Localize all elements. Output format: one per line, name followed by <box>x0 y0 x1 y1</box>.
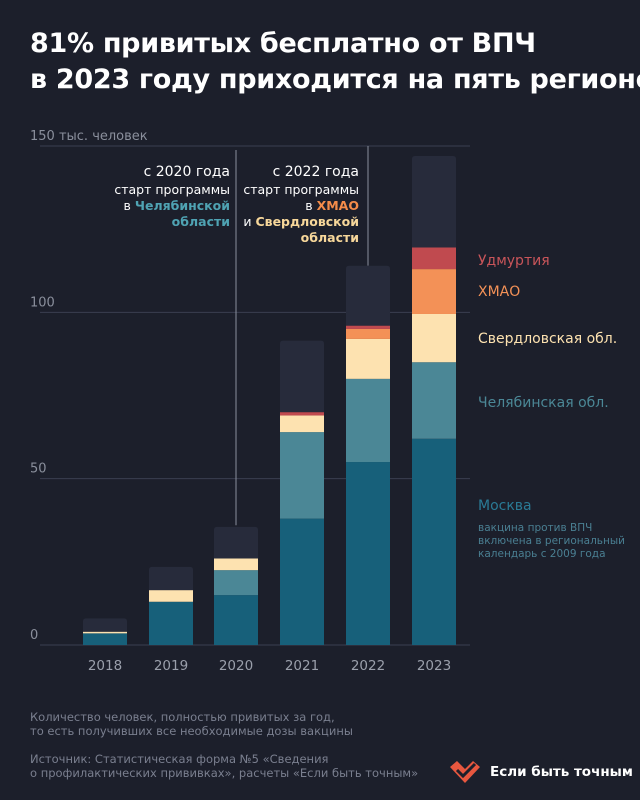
annotation-2020: с 2020 года старт программы в Челябинско… <box>114 163 230 230</box>
bar-2021-series-2 <box>280 415 324 433</box>
bar-2023-series-5 <box>412 155 456 248</box>
bar-2021-series-5 <box>280 340 324 413</box>
bar-2023-series-4 <box>412 247 456 270</box>
annotation-2020-line3: в Челябинской <box>123 198 230 213</box>
bar-2020-series-1 <box>214 570 258 596</box>
annotation-2022-line4: и Свердловской <box>243 214 359 229</box>
bar-2020-series-0 <box>214 595 258 645</box>
source-line-1: Источник: Статистическая форма №5 «Сведе… <box>30 752 329 766</box>
x-tick-label-2021: 2021 <box>285 658 319 674</box>
series-label-sverdlovsk: Свердловская обл. <box>478 331 618 347</box>
bar-2022-series-4 <box>346 325 390 329</box>
bar-2018-series-2 <box>83 631 127 634</box>
footnote-line-2: то есть получивших все необходимые дозы … <box>30 724 353 738</box>
heart-checkmark-icon <box>450 761 480 783</box>
series-label-chelyabinsk: Челябинская обл. <box>478 395 609 411</box>
annotation-2022-line3: в ХМАО <box>305 198 359 213</box>
moscow-note-line-1: вакцина против ВПЧ <box>478 522 593 534</box>
bar-2018-series-5 <box>83 618 127 632</box>
annotation-2020-line2: старт программы <box>114 182 230 197</box>
bar-2020-series-2 <box>214 558 258 571</box>
bar-2019-series-0 <box>149 601 193 645</box>
bar-2022-series-1 <box>346 378 390 463</box>
bar-2022-series-2 <box>346 338 390 379</box>
annotation-2022-line2: старт программы <box>243 182 359 197</box>
moscow-note-line-3: календарь с 2009 года <box>478 548 606 560</box>
x-tick-label-2018: 2018 <box>88 658 122 674</box>
series-label-moscow: Москва <box>478 498 532 514</box>
title-line-1: 81% привитых бесплатно от ВПЧ <box>30 28 536 59</box>
bar-2020-series-5 <box>214 526 258 559</box>
bar-2023-series-0 <box>412 438 456 645</box>
bar-2019-series-2 <box>149 590 193 602</box>
annotation-2020-line4: области <box>171 214 230 229</box>
bar-2022-series-5 <box>346 265 390 326</box>
footnote: Количество человек, полностью привитых з… <box>30 710 353 738</box>
annotation-2020-year: с 2020 года <box>143 164 230 180</box>
annotation-2022: с 2022 года старт программы в ХМАО и Све… <box>243 163 359 246</box>
y-tick-label-50: 50 <box>30 462 47 477</box>
moscow-note: вакцина против ВПЧ включена в региональн… <box>478 522 625 561</box>
brand-logo-text: Если быть точным <box>490 764 633 780</box>
annotation-2022-line5: области <box>300 230 359 245</box>
bar-2023-series-3 <box>412 269 456 314</box>
bar-2021-series-0 <box>280 518 324 645</box>
bar-2023-series-1 <box>412 362 456 439</box>
page-title: 81% привитых бесплатно от ВПЧ в 2023 год… <box>30 26 640 98</box>
x-tick-label-2019: 2019 <box>154 658 188 674</box>
series-label-khmao: ХМАО <box>478 284 521 300</box>
title-line-2: в 2023 году приходится на пять регионов <box>30 64 640 95</box>
bar-2021-series-4 <box>280 412 324 416</box>
y-tick-label-100: 100 <box>30 295 55 310</box>
brand-logo: Если быть точным <box>448 759 633 785</box>
series-label-udmurtia: Удмуртия <box>478 253 550 269</box>
bar-2019-series-5 <box>149 566 193 591</box>
bar-2021-series-1 <box>280 432 324 519</box>
y-tick-label-0: 0 <box>30 628 38 643</box>
moscow-note-line-2: включена в региональный <box>478 535 625 547</box>
footnote-line-1: Количество человек, полностью привитых з… <box>30 710 335 724</box>
annotation-2022-year: с 2022 года <box>272 164 359 180</box>
source-line-2: о профилактических прививках», расчеты «… <box>30 766 419 780</box>
bar-2018-series-0 <box>83 633 127 645</box>
bar-2022-series-0 <box>346 462 390 645</box>
bar-2023-series-2 <box>412 313 456 363</box>
x-tick-label-2020: 2020 <box>219 658 253 674</box>
bar-2022-series-3 <box>346 328 390 339</box>
x-tick-label-2023: 2023 <box>417 658 451 674</box>
source-note: Источник: Статистическая форма №5 «Сведе… <box>30 752 418 780</box>
x-tick-label-2022: 2022 <box>351 658 385 674</box>
y-tick-label-150: 150 тыс. человек <box>30 129 148 144</box>
